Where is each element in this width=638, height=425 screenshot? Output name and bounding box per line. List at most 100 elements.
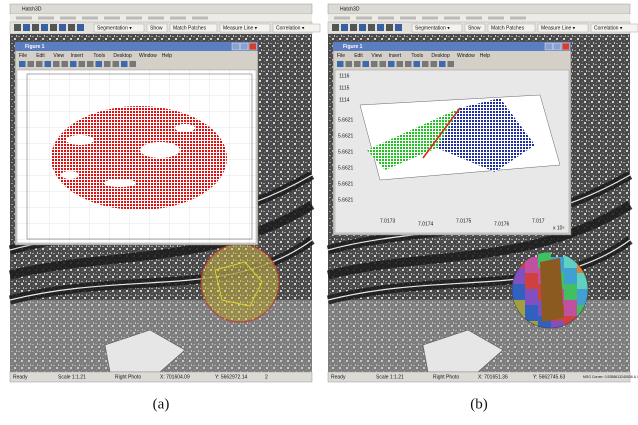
figure-tool-icon[interactable] xyxy=(45,61,52,67)
figure-tool-icon[interactable] xyxy=(405,61,412,67)
window-button[interactable] xyxy=(554,43,562,50)
menu-item xyxy=(444,17,460,20)
figure-tool-icon[interactable] xyxy=(36,61,43,67)
tool-icon[interactable] xyxy=(68,24,75,31)
window-button[interactable] xyxy=(545,43,553,50)
app-title: Hatch3D xyxy=(340,6,360,12)
figure-tool-icon[interactable] xyxy=(431,61,438,67)
window-button[interactable] xyxy=(562,43,570,50)
figure-tool-icon[interactable] xyxy=(19,61,26,67)
figure-tool-icon[interactable] xyxy=(397,61,404,67)
figure: Hatch3DSegmentation ▾ShowMatch PatchesMe… xyxy=(0,0,638,425)
figure-menu-item[interactable]: Desktop xyxy=(431,53,450,59)
figure-menu-item[interactable]: Edit xyxy=(354,53,363,59)
figure-tool-icon[interactable] xyxy=(130,61,137,67)
menu-item xyxy=(510,17,526,20)
figure-tool-icon[interactable] xyxy=(448,61,455,67)
y-tick-label: 5.6621 xyxy=(338,181,354,187)
figure-tool-icon[interactable] xyxy=(113,61,120,67)
tool-icon[interactable] xyxy=(50,24,57,31)
status-field: Scale 1:1.21 xyxy=(58,374,86,380)
figure-tool-icon[interactable] xyxy=(28,61,35,67)
figure-menu-item[interactable]: Insert xyxy=(389,53,402,59)
figure-tool-icon[interactable] xyxy=(363,61,370,67)
menu-item xyxy=(38,17,54,20)
y-tick-label: 5.6621 xyxy=(338,165,354,171)
figure-tool-icon[interactable] xyxy=(121,61,128,67)
figure-menu-item[interactable]: Help xyxy=(480,53,491,59)
segment-patch xyxy=(512,284,525,300)
segment-patch xyxy=(564,300,577,316)
segment-patch xyxy=(525,305,538,321)
figure-tool-icon[interactable] xyxy=(79,61,86,67)
window-button[interactable] xyxy=(232,43,240,50)
figure-tool-icon[interactable] xyxy=(104,61,111,67)
x-tick-label: 7.0174 xyxy=(418,221,434,227)
figure-tool-icon[interactable] xyxy=(96,61,103,67)
tool-icon[interactable] xyxy=(377,24,384,31)
figure-tool-icon[interactable] xyxy=(70,61,77,67)
menu-item xyxy=(488,17,504,20)
tool-icon[interactable] xyxy=(77,24,84,31)
cloud-gap xyxy=(140,142,180,158)
figure-tool-icon[interactable] xyxy=(422,61,429,67)
figure-menu-item[interactable]: Tools xyxy=(93,53,105,59)
toolbar-label: Segmentation ▾ xyxy=(97,25,132,31)
window-button[interactable] xyxy=(241,43,249,50)
figure-tool-icon[interactable] xyxy=(62,61,69,67)
window-button[interactable] xyxy=(249,43,257,50)
tool-icon[interactable] xyxy=(59,24,66,31)
figure-menu-item[interactable]: Window xyxy=(139,53,157,59)
tool-icon[interactable] xyxy=(386,24,393,31)
toolbar-label: Show xyxy=(150,25,163,31)
menu-item xyxy=(82,17,98,20)
figure-menu-item[interactable]: Desktop xyxy=(113,53,132,59)
figure-menu-item[interactable]: Insert xyxy=(71,53,84,59)
figure-menu-item[interactable]: Tools xyxy=(411,53,423,59)
tool-icon[interactable] xyxy=(23,24,30,31)
status-field: X: 701604.09 xyxy=(160,374,190,380)
status-field: X: 701651.36 xyxy=(478,374,508,380)
figure-tool-icon[interactable] xyxy=(346,61,353,67)
figure-tool-icon[interactable] xyxy=(388,61,395,67)
tool-icon[interactable] xyxy=(32,24,39,31)
x-tick-label: 7.0176 xyxy=(494,221,510,227)
status-field: Right Photo xyxy=(115,374,141,380)
figure-menu-item[interactable]: Help xyxy=(162,53,173,59)
toolbar-label: Correlation ▾ xyxy=(276,25,305,31)
figure-menu-item[interactable]: File xyxy=(19,53,27,59)
caption: (a) xyxy=(153,396,170,412)
toolbar-label: Match Patches xyxy=(491,25,525,31)
menu-item xyxy=(422,17,438,20)
figure-tool-icon[interactable] xyxy=(371,61,378,67)
status-field: Y: 5662972.14 xyxy=(215,374,247,380)
figure-tool-icon[interactable] xyxy=(354,61,361,67)
segment-patch xyxy=(564,284,577,300)
tool-icon[interactable] xyxy=(341,24,348,31)
tool-icon[interactable] xyxy=(332,24,339,31)
figure-menu-item[interactable]: View xyxy=(371,53,382,59)
figure-tool-icon[interactable] xyxy=(414,61,421,67)
figure-menu-item[interactable]: File xyxy=(337,53,345,59)
figure-tool-icon[interactable] xyxy=(439,61,446,67)
segment-patch xyxy=(564,268,577,284)
tool-icon[interactable] xyxy=(350,24,357,31)
figure-menu-item[interactable]: Edit xyxy=(36,53,45,59)
figure-menu-item[interactable]: View xyxy=(53,53,64,59)
tool-icon[interactable] xyxy=(395,24,402,31)
tool-icon[interactable] xyxy=(368,24,375,31)
app-title-bar xyxy=(10,4,312,14)
status-field: Scale 1:1.21 xyxy=(376,374,404,380)
tool-icon[interactable] xyxy=(359,24,366,31)
status-field: 2 xyxy=(265,374,268,380)
figure-tool-icon[interactable] xyxy=(337,61,344,67)
figure-tool-icon[interactable] xyxy=(87,61,94,67)
figure-tool-icon[interactable] xyxy=(380,61,387,67)
figure-menu-item[interactable]: Window xyxy=(457,53,475,59)
tool-icon[interactable] xyxy=(41,24,48,31)
menu-item xyxy=(126,17,142,20)
figure-tool-icon[interactable] xyxy=(53,61,60,67)
status-field: MSG Corner: 0.5358613240536 & 0.4272 xyxy=(583,375,638,379)
tool-icon[interactable] xyxy=(14,24,21,31)
